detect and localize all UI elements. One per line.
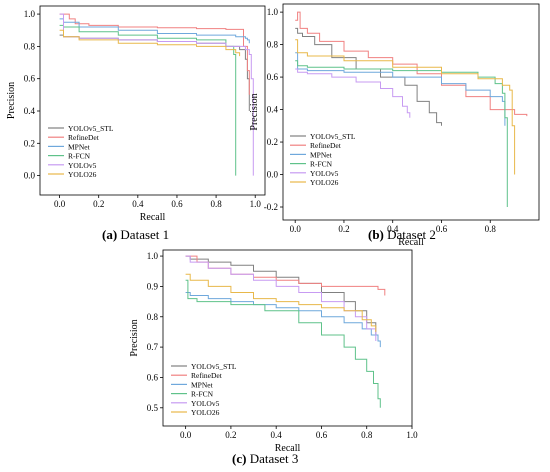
- legend-label-r-fcn: R-FCN: [191, 390, 214, 399]
- caption-dataset-3: (c) Dataset 3: [232, 451, 298, 467]
- x-tick-label: 0.6: [436, 224, 448, 234]
- x-tick-label: 0.2: [93, 199, 104, 209]
- legend-label-yolo26: YOLO26: [68, 170, 97, 179]
- x-tick-label: 0.0: [54, 199, 66, 209]
- y-axis-label: Precision: [129, 319, 140, 356]
- series-line-yolo26: [295, 39, 516, 175]
- x-tick-label: 0.0: [290, 224, 302, 234]
- legend-label-r-fcn: R-FCN: [68, 152, 91, 161]
- x-tick-label: 1.0: [250, 199, 262, 209]
- series-line-mpnet: [185, 292, 381, 348]
- series-line-r-fcn: [59, 24, 237, 176]
- caption-text: Dataset 3: [246, 451, 299, 466]
- legend-label-refinedet: RefineDet: [191, 371, 223, 380]
- y-tick-label: 0.8: [24, 41, 36, 51]
- legend: YOLOv5_STLRefineDetMPNetR-FCNYOLOv5YOLO2…: [171, 362, 237, 417]
- series-line-yolov5: [185, 255, 377, 341]
- series-line-refinedet: [295, 11, 528, 117]
- panel-dataset-3: 0.0 0.2 0.4 0.6 0.8 1.0 0.5 0.6 0.7 0.8 0.9 1.0 Reca…: [129, 249, 418, 454]
- y-tick-label: 0.2: [24, 138, 35, 148]
- y-tick-label: 0.8: [267, 40, 279, 50]
- legend-label-yolov5: YOLOv5: [68, 161, 97, 170]
- panel-dataset-2: 0.0 0.2 0.4 0.6 0.8 -0.2 0.0 0.2 0.4 0.6 0.8 1.0 Rec…: [249, 3, 540, 248]
- legend-label-refinedet: RefineDet: [310, 141, 342, 150]
- y-tick-label: 1.0: [24, 9, 36, 19]
- legend-label-yolov5-stl: YOLOv5_STL: [310, 132, 356, 141]
- x-tick-label: 0.6: [171, 199, 183, 209]
- legend-label-yolov5-stl: YOLOv5_STL: [68, 124, 114, 133]
- legend-label-yolo26: YOLO26: [310, 178, 339, 187]
- x-tick-label: 0.2: [225, 430, 236, 440]
- caption-dataset-2: (b) Dataset 2: [368, 227, 436, 243]
- x-tick-label: 0.4: [387, 224, 399, 234]
- y-tick-label: 0.4: [24, 106, 36, 116]
- x-tick-label: 0.8: [485, 224, 497, 234]
- x-tick-label: 1.0: [406, 430, 418, 440]
- x-tick-label: 0.2: [338, 224, 349, 234]
- series-line-mpnet: [295, 52, 506, 126]
- legend-label-yolov5: YOLOv5: [310, 169, 339, 178]
- y-tick-label: 1.0: [147, 251, 159, 261]
- x-axis-label: Recall: [398, 237, 424, 248]
- legend-label-mpnet: MPNet: [68, 142, 91, 151]
- y-tick-label: 1.0: [267, 7, 279, 17]
- y-tick-label: 0.7: [147, 342, 159, 352]
- plot-frame: [162, 249, 413, 427]
- y-tick-label: -0.2: [264, 202, 278, 212]
- x-tick-label: 0.8: [361, 430, 373, 440]
- x-tick-label: 0.8: [210, 199, 222, 209]
- series-line-yolov5: [295, 68, 411, 118]
- legend-label-refinedet: RefineDet: [68, 133, 100, 142]
- y-axis-label: Precision: [6, 82, 17, 119]
- x-tick-label: 0.4: [271, 430, 283, 440]
- x-tick-label: 0.4: [132, 199, 144, 209]
- y-tick-label: 0.8: [147, 312, 159, 322]
- y-tick-label: 0.2: [267, 137, 278, 147]
- series-line-yolo26: [185, 273, 377, 332]
- legend: YOLOv5_STLRefineDetMPNetR-FCNYOLOv5YOLO2…: [290, 132, 356, 187]
- series-line-mpnet: [59, 18, 250, 44]
- series-line-refinedet: [59, 13, 250, 95]
- caption-dataset-1: (a) Dataset 1: [102, 227, 169, 243]
- plot-frame: [39, 5, 266, 196]
- caption-text: Dataset 2: [383, 227, 436, 242]
- legend-label-mpnet: MPNet: [310, 150, 333, 159]
- y-tick-label: 0.6: [147, 372, 159, 382]
- x-tick-label: 0.0: [180, 430, 192, 440]
- legend-label-yolov5-stl: YOLOv5_STL: [191, 362, 237, 371]
- plot-frame: [282, 3, 540, 221]
- legend: YOLOv5_STLRefineDetMPNetR-FCNYOLOv5YOLO2…: [48, 124, 114, 179]
- y-tick-label: 0.4: [267, 105, 279, 115]
- x-axis-label: Recall: [140, 212, 166, 223]
- y-tick-label: 0.6: [267, 72, 279, 82]
- caption-text: Dataset 1: [117, 227, 170, 242]
- y-tick-label: 0.6: [24, 74, 36, 84]
- series-line-r-fcn: [185, 279, 381, 408]
- caption-letter: (c): [232, 451, 247, 466]
- legend-label-mpnet: MPNet: [191, 380, 214, 389]
- panel-dataset-1: 0.0 0.2 0.4 0.6 0.8 1.0 0.0 0.2 0.4 0.6 0.8 1.0 Reca…: [6, 5, 266, 223]
- y-tick-label: 0.0: [267, 170, 279, 180]
- caption-letter: (b): [368, 227, 384, 242]
- legend-label-r-fcn: R-FCN: [310, 160, 333, 169]
- legend-label-yolov5: YOLOv5: [191, 399, 220, 408]
- x-tick-label: 0.6: [316, 430, 328, 440]
- series-line-yolo26: [59, 29, 241, 57]
- y-axis-label: Precision: [249, 93, 260, 130]
- y-tick-label: 0.9: [147, 281, 159, 291]
- y-tick-label: 0.5: [147, 403, 159, 413]
- x-axis-label: Recall: [275, 443, 301, 454]
- caption-letter: (a): [102, 227, 118, 242]
- legend-label-yolo26: YOLO26: [191, 408, 220, 417]
- y-tick-label: 0.0: [24, 171, 36, 181]
